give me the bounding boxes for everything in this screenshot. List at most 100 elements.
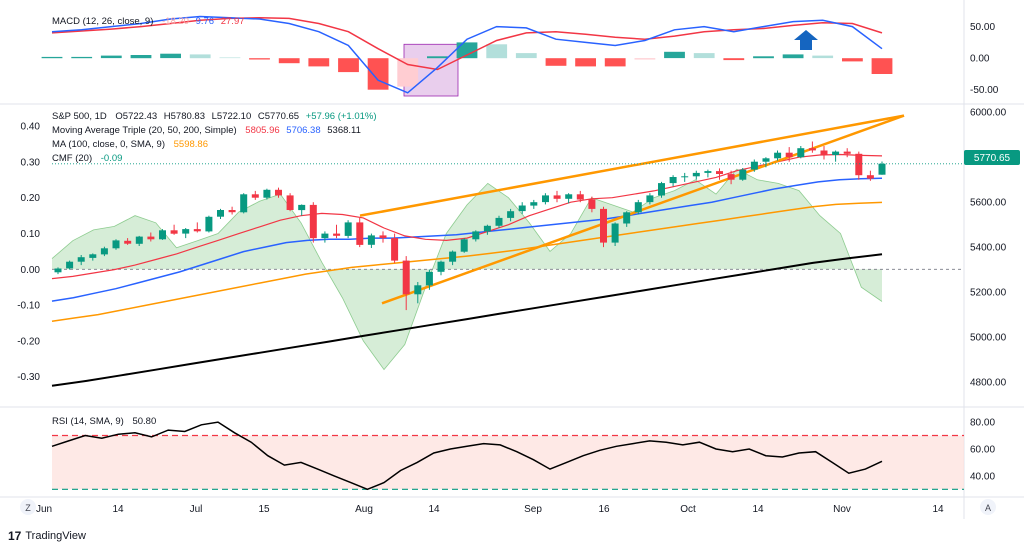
cmf-y-tick: 0.40 [21, 122, 41, 133]
cmf-y-tick: 0.10 [21, 229, 41, 240]
candle-body [286, 195, 294, 210]
rsi-y-tick: 40.00 [970, 471, 995, 482]
rsi-y-tick: 80.00 [970, 418, 995, 429]
macd-pane[interactable] [41, 15, 893, 97]
macd-histogram-bar [160, 53, 181, 59]
ma100-label: MA (100, close, 0, SMA, 9) [52, 139, 165, 150]
rsi-y-tick: 60.00 [970, 445, 995, 456]
macd-y-tick: 0.00 [970, 54, 990, 65]
macd-histogram-bar [219, 57, 241, 59]
cmf-y-tick: 0.30 [21, 157, 41, 168]
time-axis-tick: Aug [355, 504, 373, 515]
macd-y-tick: 50.00 [970, 22, 995, 33]
candle-body [263, 189, 271, 198]
cmf-y-tick: -0.20 [17, 336, 40, 347]
cmf-y-tick: -0.30 [17, 372, 40, 383]
candle-body [704, 171, 712, 173]
close-value: C5770.65 [258, 111, 299, 122]
macd-histogram-bar [871, 58, 893, 74]
candle-body [774, 152, 782, 159]
time-axis-tick: Oct [680, 504, 696, 515]
time-axis-tick: Nov [833, 504, 851, 515]
rsi-band-background [52, 435, 964, 490]
auto-scale-icon: A [985, 503, 991, 513]
price-y-tick: 5200.00 [970, 288, 1007, 299]
macd-histogram-bar [486, 44, 508, 59]
candle-body [437, 261, 445, 272]
wedge-upper-trendline [359, 114, 905, 217]
zoom-icon: Z [25, 503, 31, 513]
candle-body [797, 148, 805, 158]
macd-legend-signal-value: 27.97 [221, 16, 245, 27]
candle-body [402, 260, 410, 295]
time-axis-tick: Jul [190, 504, 203, 515]
candle-body [182, 229, 190, 234]
candle-body [66, 261, 74, 269]
last-price-label: 5770.65 [974, 153, 1011, 164]
candle-body [100, 248, 108, 255]
candle-body [54, 268, 62, 273]
zoom-button[interactable]: Z [20, 499, 36, 515]
candle-body [750, 161, 758, 170]
candle-body [507, 211, 515, 218]
candle-body [600, 208, 607, 243]
candle-body [727, 174, 735, 180]
candle-body [275, 189, 282, 196]
candle-body [460, 239, 468, 252]
candle-body [576, 194, 584, 200]
bullish-arrow-icon [794, 30, 818, 50]
candle-body [124, 240, 132, 244]
candle-body [623, 212, 631, 224]
candle-body [112, 240, 120, 249]
candle-body [321, 233, 329, 239]
cmf-legend: CMF (20) -0.09 [52, 153, 122, 164]
candle-body [866, 175, 874, 179]
macd-legend-label: MACD (12, 26, close, 9) [52, 16, 153, 27]
macd-histogram-bar [249, 58, 270, 60]
time-axis-tick: Jun [36, 504, 52, 515]
tradingview-logo-text: TradingView [25, 530, 86, 542]
auto-scale-button[interactable]: A [980, 499, 996, 515]
cmf-y-tick: 0.20 [21, 193, 41, 204]
open-value: O5722.43 [115, 111, 157, 122]
cmf-y-tick: -0.10 [17, 301, 40, 312]
ma20-line [51, 153, 883, 280]
candle-body [333, 233, 341, 236]
macd-histogram-bar [782, 54, 804, 59]
ma100-line [51, 201, 883, 323]
last-price-tag [964, 150, 1020, 165]
macd-histogram-bar [693, 53, 715, 59]
candle-body [692, 172, 700, 177]
macd-histogram-bar [664, 51, 685, 59]
price-legend: S&P 500, 1D O5722.43 H5780.83 L5722.10 C… [52, 111, 377, 122]
candle-body [843, 151, 851, 154]
ma50-line [51, 177, 883, 302]
candle-body [518, 205, 526, 212]
candle-body [832, 151, 840, 155]
candle-body [356, 222, 364, 245]
macd-histogram-bar [842, 58, 863, 62]
rsi-pane[interactable] [51, 421, 964, 491]
time-axis-tick: 14 [932, 504, 944, 515]
candle-body [193, 229, 201, 232]
macd-histogram-bar [604, 58, 626, 67]
ma20-value: 5805.96 [245, 125, 279, 136]
change-value: +57.96 (+1.01%) [306, 111, 377, 122]
candle-body [820, 150, 828, 155]
candle-body [251, 194, 259, 198]
price-pane[interactable] [51, 114, 964, 387]
candle-body [391, 238, 399, 261]
candle-body [808, 148, 816, 151]
ma200-line [51, 253, 883, 387]
candle-body [483, 225, 491, 232]
candle-body [716, 171, 723, 174]
time-axis-tick: 14 [428, 504, 440, 515]
tradingview-logo[interactable]: 17 TradingView [8, 528, 86, 544]
high-value: H5780.83 [164, 111, 205, 122]
rsi-value: 50.80 [132, 416, 156, 427]
candle-body [658, 183, 665, 196]
macd-histogram-bar [515, 53, 537, 59]
ma100-legend: MA (100, close, 0, SMA, 9) 5598.86 [52, 139, 208, 150]
macd-histogram-bar [812, 55, 834, 59]
